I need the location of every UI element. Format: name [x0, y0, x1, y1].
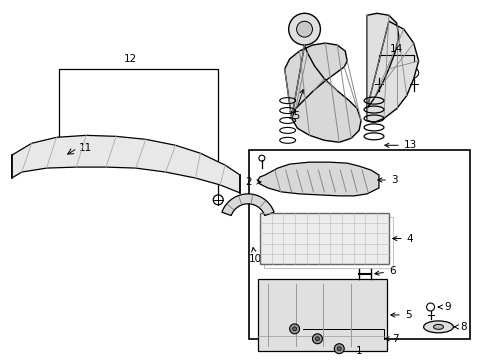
Circle shape	[334, 344, 344, 354]
Text: 3: 3	[378, 175, 397, 185]
Polygon shape	[285, 43, 361, 142]
Circle shape	[296, 21, 313, 37]
Text: 14: 14	[390, 44, 403, 54]
Circle shape	[337, 347, 341, 351]
Polygon shape	[222, 194, 274, 216]
Text: 6: 6	[375, 266, 395, 276]
Text: 1: 1	[356, 346, 363, 356]
Text: 10: 10	[248, 248, 262, 265]
Text: 4: 4	[393, 234, 414, 244]
Text: 11: 11	[79, 143, 93, 153]
Text: 15: 15	[288, 89, 304, 121]
Text: 8: 8	[454, 322, 467, 332]
Circle shape	[316, 337, 319, 341]
Circle shape	[313, 334, 322, 344]
Polygon shape	[367, 13, 418, 122]
Ellipse shape	[424, 321, 453, 333]
Text: 2: 2	[245, 177, 261, 187]
Text: 12: 12	[124, 54, 138, 64]
Text: 13: 13	[385, 140, 417, 150]
Bar	[249, 150, 469, 339]
Text: 9: 9	[439, 302, 451, 312]
Circle shape	[290, 324, 299, 334]
Circle shape	[289, 13, 320, 45]
Ellipse shape	[434, 324, 443, 329]
Circle shape	[293, 327, 296, 331]
Text: 7: 7	[385, 334, 398, 344]
Polygon shape	[12, 135, 240, 193]
Bar	[260, 213, 389, 264]
Bar	[264, 217, 393, 268]
Polygon shape	[258, 162, 379, 196]
Bar	[258, 279, 387, 351]
Text: 5: 5	[391, 310, 412, 320]
